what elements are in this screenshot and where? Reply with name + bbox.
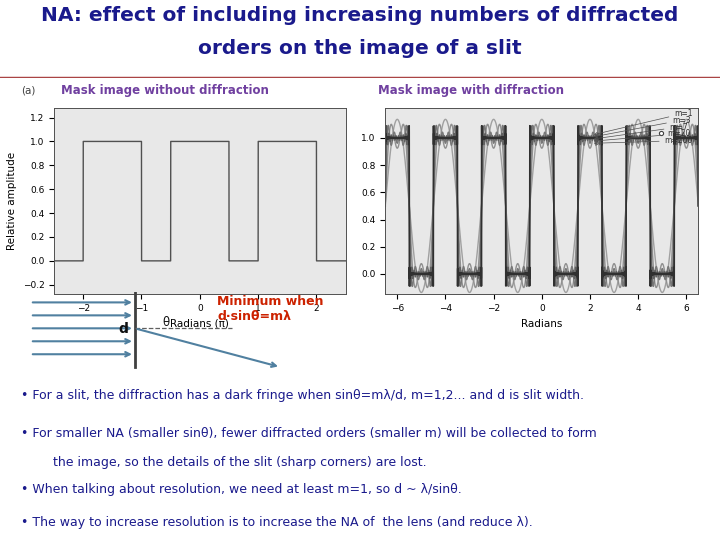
Text: the image, so the details of the slit (sharp corners) are lost.: the image, so the details of the slit (s… [53,456,426,469]
Text: m=200: m=200 [595,136,693,145]
Text: • When talking about resolution, we need at least m=1, so d ~ λ/sinθ.: • When talking about resolution, we need… [22,483,462,496]
Y-axis label: Relative amplitude: Relative amplitude [7,152,17,250]
Text: • For smaller NA (smaller sinθ), fewer diffracted orders (smaller m) will be col: • For smaller NA (smaller sinθ), fewer d… [22,427,597,440]
Text: orders on the image of a slit: orders on the image of a slit [198,39,522,58]
Text: (a): (a) [22,85,36,95]
X-axis label: Radians: Radians [521,319,562,328]
Text: NA: effect of including increasing numbers of diffracted: NA: effect of including increasing numbe… [41,6,679,25]
Text: θ: θ [163,316,170,329]
Text: m=1: m=1 [595,109,693,135]
Text: m=20: m=20 [595,130,690,142]
Text: m=3: m=3 [595,116,690,138]
Text: d·sinθ=mλ: d·sinθ=mλ [217,309,291,323]
Text: • The way to increase resolution is to increase the NA of  the lens (and reduce : • The way to increase resolution is to i… [22,516,533,529]
Text: Mask image with diffraction: Mask image with diffraction [378,84,564,97]
X-axis label: Radians (π): Radians (π) [171,319,229,328]
Text: Minimum when: Minimum when [217,294,324,308]
Text: Mask image without diffraction: Mask image without diffraction [61,84,269,97]
Text: • For a slit, the diffraction has a dark fringe when sinθ=mλ/d, m=1,2... and d i: • For a slit, the diffraction has a dark… [22,389,585,402]
Text: d: d [118,322,128,336]
Text: m=7: m=7 [595,123,688,140]
